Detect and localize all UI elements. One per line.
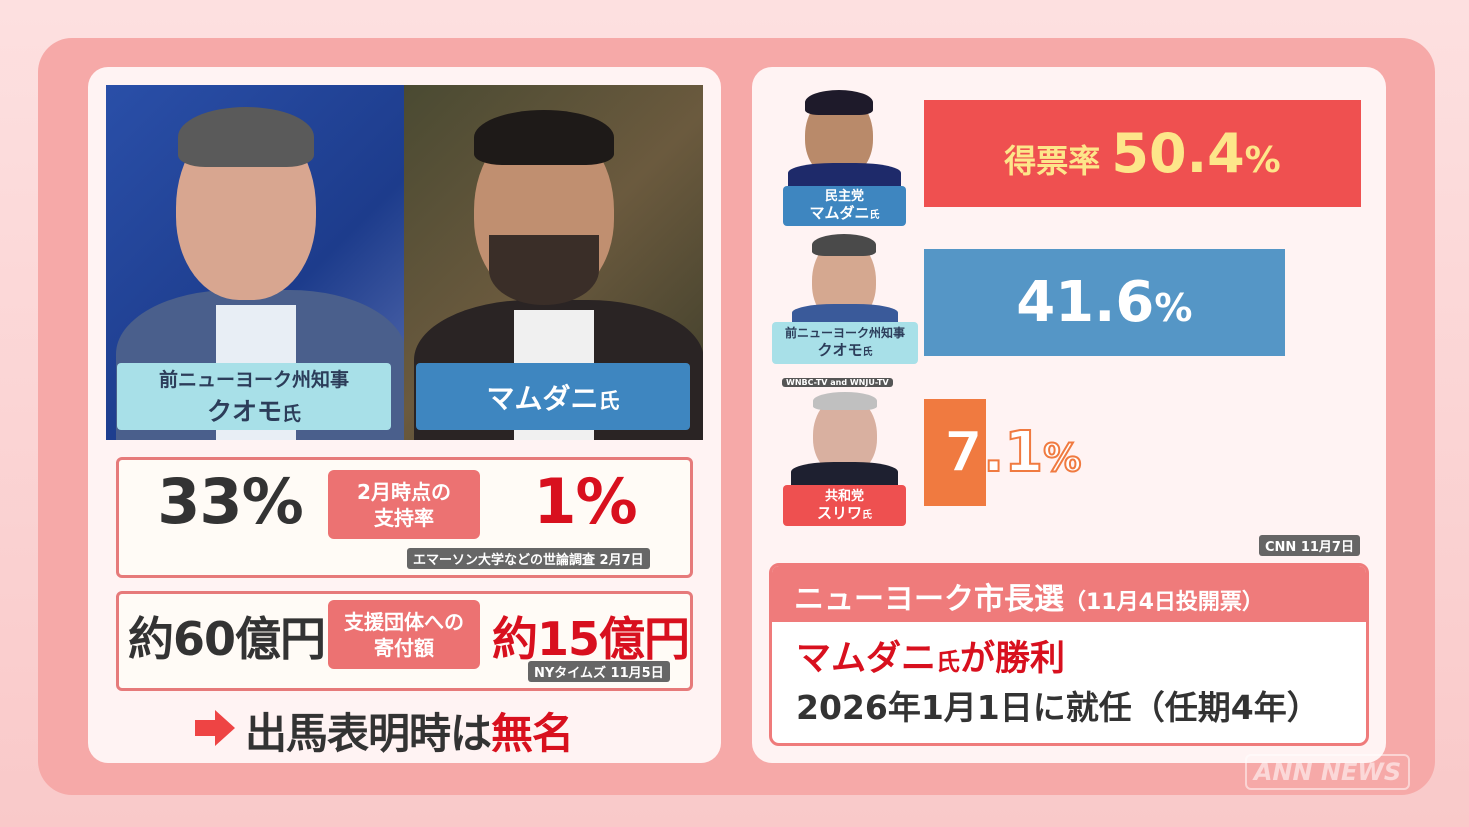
donation-tag: 支援団体への 寄付額 xyxy=(328,600,480,669)
footer-highlight: 無名 xyxy=(491,709,574,758)
party: 共和党 xyxy=(824,488,864,504)
cuomo-title: 前ニューヨーク州知事 xyxy=(158,369,349,391)
name: クオモ xyxy=(817,341,863,359)
result-line2: 2026年1月1日に就任（任期4年） xyxy=(796,688,1320,727)
mamdani-donation: 約15億円 xyxy=(492,612,690,666)
bar-3 xyxy=(924,399,986,506)
footer-note: 出馬表明時は無名 xyxy=(245,700,574,761)
support-source: エマーソン大学などの世論調査 2月7日 xyxy=(407,548,650,569)
honorific: 氏 xyxy=(282,403,302,425)
tag-line2: 支持率 xyxy=(374,505,434,530)
name: マムダニ xyxy=(809,203,870,222)
party: 民主党 xyxy=(824,188,864,204)
arrow-icon xyxy=(195,710,235,746)
result-title: ニューヨーク市長選 xyxy=(794,582,1064,617)
result-line1: マムダニ氏が勝利 xyxy=(796,636,1366,685)
candidate-mamdani: 民主党 マムダニ氏 xyxy=(783,88,906,226)
mamdani-support: 1% xyxy=(533,465,637,538)
bar-label-2: 41.6% xyxy=(1016,270,1193,335)
chart-source: CNN 11月7日 xyxy=(1259,535,1360,556)
support-tag: 2月時点の 支持率 xyxy=(328,470,480,539)
ann-news-watermark: ANN NEWS xyxy=(1245,754,1410,790)
mamdani-name: マムダニ xyxy=(486,381,599,415)
bar-label-3: 7.1% xyxy=(943,419,1082,486)
winner-text: が勝利 xyxy=(960,639,1066,679)
bar-1 xyxy=(924,100,1361,207)
footer-text: 出馬表明時は xyxy=(245,709,492,758)
cuomo-name: クオモ xyxy=(206,397,282,426)
mamdani-label: マムダニ氏 xyxy=(416,363,690,430)
tag-line2: 寄付額 xyxy=(374,635,434,660)
result-title-note: （11月4日投開票） xyxy=(1064,590,1264,615)
tag-line1: 2月時点の xyxy=(357,479,451,504)
candidate-cuomo: 前ニューヨーク州知事 クオモ氏 xyxy=(772,232,918,364)
honorific: 氏 xyxy=(862,347,873,358)
photo-credit: WNBC-TV and WNJU-TV xyxy=(782,378,893,387)
honorific: 氏 xyxy=(862,509,872,521)
tag-line1: 支援団体への xyxy=(344,609,464,634)
result-box: ニューヨーク市長選（11月4日投開票） マムダニ氏が勝利 2026年1月1日に就… xyxy=(769,563,1369,746)
party: 前ニューヨーク州知事 xyxy=(784,326,905,340)
honorific: 氏 xyxy=(936,648,961,676)
winner-name: マムダニ xyxy=(796,639,937,679)
cuomo-donation: 約60億円 xyxy=(128,612,326,666)
honorific: 氏 xyxy=(869,209,880,221)
honorific: 氏 xyxy=(598,388,620,413)
cuomo-support: 33% xyxy=(157,465,303,538)
donation-source: NYタイムズ 11月5日 xyxy=(528,661,670,682)
candidate-sliwa: 共和党 スリワ氏 xyxy=(783,390,906,526)
bar-label-1: 得票率 50.4% xyxy=(1004,122,1281,185)
bar-2 xyxy=(924,249,1285,356)
cuomo-label: 前ニューヨーク州知事 クオモ氏 xyxy=(117,363,391,430)
name: スリワ xyxy=(816,503,862,522)
result-header: ニューヨーク市長選（11月4日投開票） xyxy=(772,566,1366,622)
